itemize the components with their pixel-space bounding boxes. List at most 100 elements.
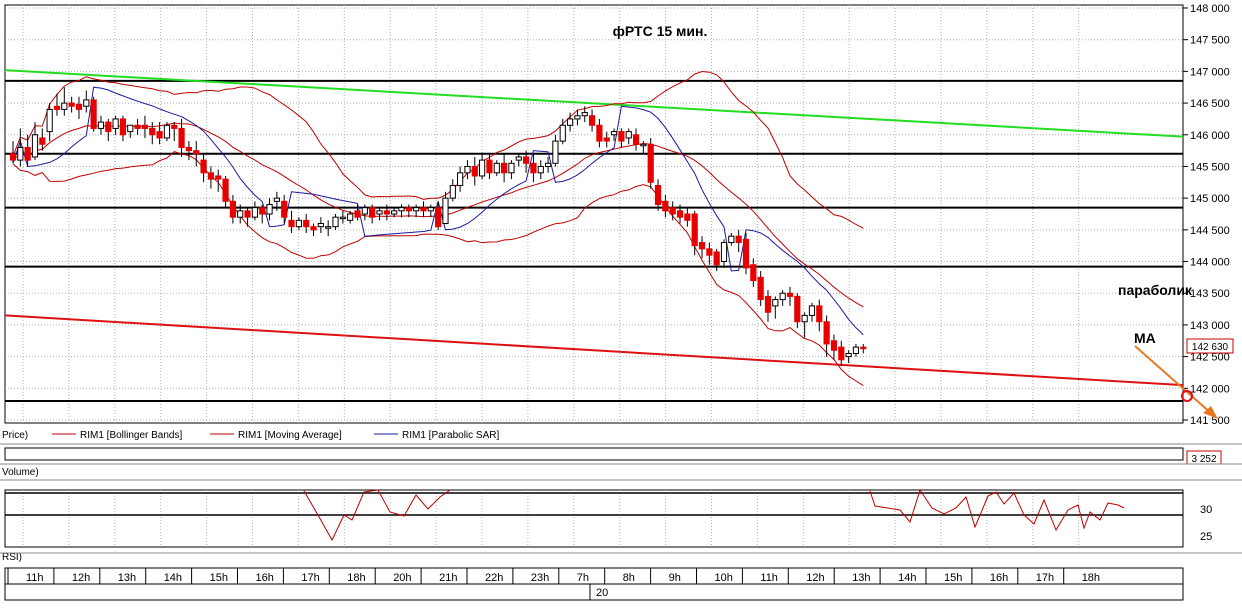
candle-body <box>398 207 405 212</box>
candle-body <box>383 210 390 215</box>
legend-price: Price) <box>2 430 28 441</box>
candle-body <box>764 295 772 313</box>
candle-body <box>669 207 676 215</box>
price-axis-label: 145 000 <box>1190 193 1230 205</box>
rsi-axis-label-30: 30 <box>1200 504 1212 516</box>
candle-body <box>486 159 493 174</box>
candle-body <box>295 219 302 228</box>
candle-body <box>24 146 31 161</box>
candle-body <box>68 102 75 107</box>
price-axis-label: 143 000 <box>1190 320 1230 332</box>
candle-body <box>735 235 742 244</box>
candle-body <box>581 112 588 117</box>
parabolic-sar-line <box>12 86 864 336</box>
time-axis-label: 10h <box>715 572 733 584</box>
candle-body <box>376 210 383 215</box>
time-axis-label: 13h <box>852 572 870 584</box>
candle-body <box>259 207 266 215</box>
candle-body <box>610 131 618 136</box>
candle-body <box>625 131 632 139</box>
candle-body <box>559 124 566 142</box>
candle-body <box>178 127 185 148</box>
candle-body <box>845 352 852 358</box>
candle-body <box>163 124 171 139</box>
time-axis-label: 7h <box>577 572 589 584</box>
current-price-text: 142 630 <box>1192 342 1229 353</box>
candle-body <box>127 124 134 133</box>
candle-body <box>354 210 361 218</box>
candle-body <box>435 207 442 228</box>
time-axis-label: 13h <box>118 572 136 584</box>
time-axis-label: 22h <box>485 572 503 584</box>
candle-body <box>684 213 691 221</box>
candle-body <box>105 121 112 133</box>
rsi-axis-label-25: 25 <box>1200 531 1212 543</box>
indicator-lines <box>12 70 864 387</box>
candle-body <box>830 340 838 351</box>
candle-body <box>347 213 354 221</box>
candle-body <box>369 207 376 218</box>
price-axis-label: 144 500 <box>1190 225 1230 237</box>
price-axis-label: 142 000 <box>1190 383 1230 395</box>
candle-body <box>97 121 105 129</box>
annotation-ma: MA <box>1134 330 1156 346</box>
candle-body <box>361 207 368 215</box>
rsi-line-segment-1 <box>303 489 451 542</box>
volume-badge: 3 252 <box>1191 454 1216 465</box>
candle-body <box>808 305 816 316</box>
candle-body <box>471 165 478 177</box>
price-axis-label: 143 500 <box>1190 288 1230 300</box>
candle-body <box>691 213 698 247</box>
legend-parabolic-sar: RIM1 [Parabolic SAR] <box>402 430 499 441</box>
price-axis-label: 144 000 <box>1190 257 1230 269</box>
candle-body <box>823 321 830 345</box>
candle-body <box>618 131 625 142</box>
candle-body <box>46 108 53 133</box>
trendlines <box>4 69 1184 387</box>
candle-body <box>530 162 537 174</box>
candle-body <box>779 292 786 301</box>
candle-body <box>90 99 97 129</box>
time-axis-label: 11h <box>26 572 44 584</box>
time-axis-label: 15h <box>210 572 228 584</box>
price-axis-label: 146 000 <box>1190 130 1230 142</box>
candle-body <box>838 346 845 361</box>
candle-body <box>816 305 823 323</box>
candle-body <box>193 150 200 155</box>
candle-body <box>222 178 229 202</box>
candle-body <box>17 146 24 161</box>
bollinger-lower-band <box>12 151 864 387</box>
candle-body <box>794 295 801 323</box>
candle-body <box>119 118 127 136</box>
time-axis-label: 14h <box>164 572 182 584</box>
candle-body <box>772 299 779 307</box>
candle-body <box>654 184 662 205</box>
candle-body <box>676 210 684 218</box>
candle-body <box>53 105 61 110</box>
candle-body <box>185 146 193 152</box>
price-axis-label: 145 500 <box>1190 161 1230 173</box>
candle-body <box>750 264 757 282</box>
candle-body <box>39 137 46 145</box>
candle-body <box>647 143 654 183</box>
candle-body <box>603 137 610 142</box>
candle-body <box>61 102 68 110</box>
candle-body <box>281 200 288 218</box>
legend-moving-average: RIM1 [Moving Average] <box>238 430 342 441</box>
time-axis-label: 12h <box>72 572 90 584</box>
candle-body <box>801 314 808 323</box>
candle-body <box>574 115 581 120</box>
rsi-label: RSI) <box>2 552 22 563</box>
candle-body <box>251 207 258 218</box>
time-axis-label: 16h <box>256 572 274 584</box>
legend: Price) RIM1 [Bollinger Bands] RIM1 [Movi… <box>0 424 1242 445</box>
candle-body <box>662 200 669 212</box>
legend-bollinger: RIM1 [Bollinger Bands] <box>80 430 182 441</box>
candle-body <box>112 118 119 129</box>
candle-body <box>501 162 508 174</box>
price-axis-label: 142 500 <box>1190 352 1230 364</box>
candle-body <box>420 207 427 212</box>
candle-body <box>552 140 559 164</box>
candle-body <box>852 346 860 354</box>
candle-body <box>266 203 273 215</box>
